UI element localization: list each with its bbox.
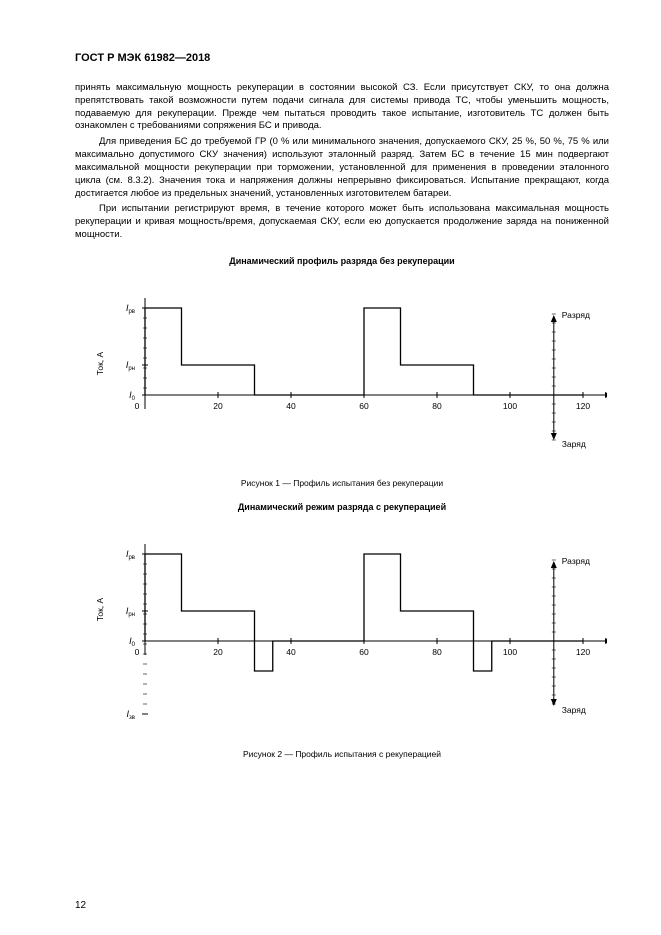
document-header: ГОСТ Р МЭК 61982—2018 (75, 52, 609, 64)
svg-text:60: 60 (359, 401, 369, 411)
svg-text:100: 100 (503, 401, 517, 411)
svg-text:Iрв: Iрв (126, 303, 135, 315)
svg-text:Iзв: Iзв (127, 709, 135, 721)
svg-text:Разряд: Разряд (562, 310, 590, 320)
svg-text:100: 100 (503, 647, 517, 657)
chart1-container: 020406080100120Время, сIрвIрнI0Ток, АРаз… (75, 270, 609, 470)
svg-text:Iрв: Iрв (126, 549, 135, 561)
svg-text:80: 80 (432, 647, 442, 657)
paragraph-2: Для приведения БС до требуемой ГР (0 % и… (75, 136, 609, 200)
chart1-title: Динамический профиль разряда без рекупер… (75, 256, 609, 266)
svg-text:80: 80 (432, 401, 442, 411)
svg-text:Заряд: Заряд (562, 705, 586, 715)
svg-text:Ток, А: Ток, А (95, 597, 105, 621)
paragraph-1: принять максимальную мощность рекупераци… (75, 82, 609, 133)
svg-text:20: 20 (213, 647, 223, 657)
page-number: 12 (75, 900, 86, 911)
svg-text:Iрн: Iрн (126, 360, 135, 372)
chart1-caption: Рисунок 1 — Профиль испытания без рекупе… (75, 478, 609, 488)
chart2-title: Динамический режим разряда с рекуперацие… (75, 502, 609, 512)
svg-text:40: 40 (286, 401, 296, 411)
svg-text:120: 120 (576, 647, 590, 657)
svg-text:20: 20 (213, 401, 223, 411)
svg-text:Заряд: Заряд (562, 439, 586, 449)
paragraph-3: При испытании регистрируют время, в тече… (75, 203, 609, 241)
chart2-caption: Рисунок 2 — Профиль испытания с рекупера… (75, 749, 609, 759)
svg-text:Разряд: Разряд (562, 556, 590, 566)
svg-text:0: 0 (135, 647, 140, 657)
chart2-svg: 020406080100120Время, сIрвIрнI0IзвТок, А… (77, 516, 607, 741)
chart1-svg: 020406080100120Время, сIрвIрнI0Ток, АРаз… (77, 270, 607, 470)
svg-text:60: 60 (359, 647, 369, 657)
svg-text:0: 0 (135, 401, 140, 411)
svg-text:I0: I0 (129, 636, 136, 648)
svg-text:40: 40 (286, 647, 296, 657)
svg-text:I0: I0 (129, 390, 136, 402)
svg-text:Iрн: Iрн (126, 606, 135, 618)
svg-text:120: 120 (576, 401, 590, 411)
svg-text:Ток, А: Ток, А (95, 351, 105, 375)
chart2-container: 020406080100120Время, сIрвIрнI0IзвТок, А… (75, 516, 609, 741)
